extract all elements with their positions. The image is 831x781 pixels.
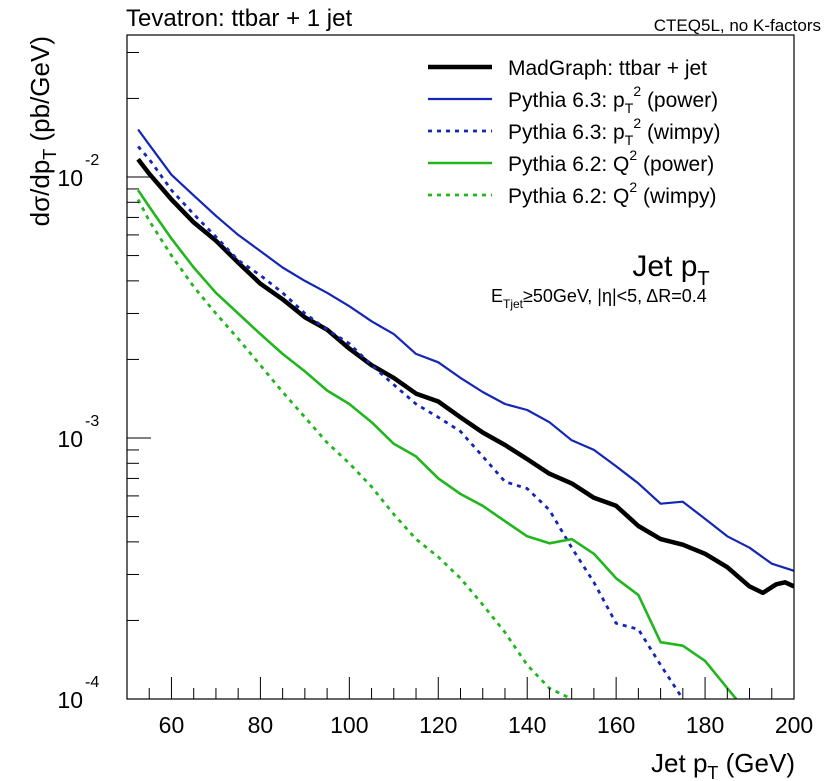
plot-series [136,128,794,699]
x-axis-label: Jet pT (GeV) [651,748,795,781]
chart-title: Tevatron: ttbar + 1 jet [126,5,352,32]
y-tick-exponent: -4 [85,674,99,691]
y-tick-label: 10 [57,687,83,713]
series-line-3 [137,145,684,699]
y-tick-label: 10 [57,426,83,452]
legend-label-3: Pythia 6.3: pT2 (wimpy) [508,115,720,148]
x-tick-label: 160 [597,712,635,738]
legend-label-4: Pythia 6.2: Q2 (power) [508,147,714,176]
y-tick-label: 10 [57,165,83,191]
y-tick-exponent: -2 [85,152,99,169]
series-line-2 [137,128,794,572]
jet-cuts-annotation: ETjet≥50GeV, |η|<5, ΔR=0.4 [491,286,707,311]
legend: MadGraph: ttbar + jet Pythia 6.3: pT2 (po… [428,57,720,208]
legend-label-5: Pythia 6.2: Q2 (wimpy) [508,179,717,208]
y-tick-exponent: -3 [85,413,99,430]
chart-subtitle: CTEQ5L, no K-factors [654,16,821,35]
x-tick-label: 200 [775,712,813,738]
x-tick-label: 140 [508,712,546,738]
x-tick-label: 120 [419,712,457,738]
jet-pt-annotation-title: Jet pT [632,250,709,290]
legend-label-2: Pythia 6.3: pT2 (power) [508,83,718,116]
x-tick-label: 60 [159,712,185,738]
series-line-5 [136,198,573,699]
series-line-4 [137,189,738,699]
series-line-1 [136,157,794,596]
y-axis-label: dσ/dpT (pb/GeV) [25,36,60,226]
x-tick-label: 180 [686,712,724,738]
x-tick-label: 80 [248,712,274,738]
x-tick-label: 100 [330,712,368,738]
legend-label-1: MadGraph: ttbar + jet [508,57,707,80]
